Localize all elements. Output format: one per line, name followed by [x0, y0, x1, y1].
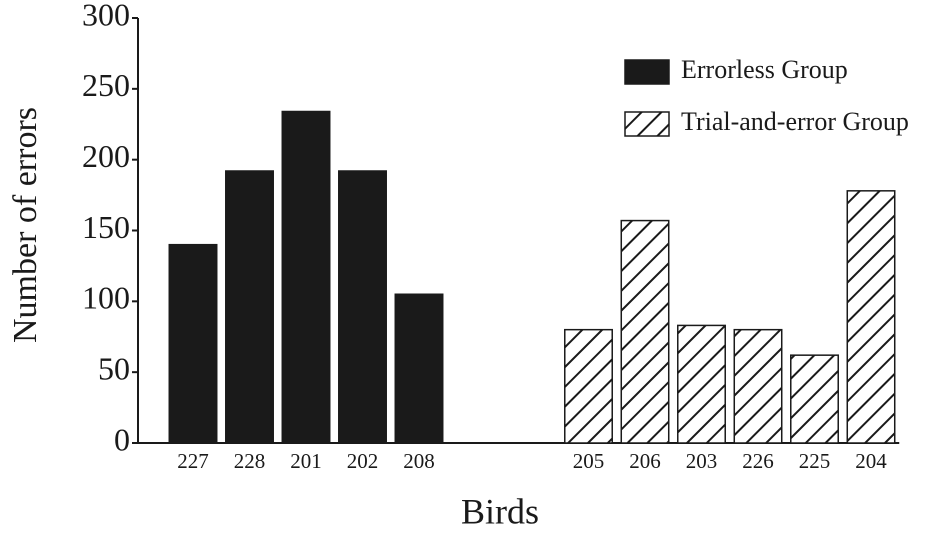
bar	[790, 354, 839, 444]
legend-swatch	[624, 59, 670, 85]
x-tick-label: 202	[347, 449, 379, 473]
x-tick-label: 206	[629, 449, 661, 473]
x-tick-label: 203	[686, 449, 718, 473]
bar	[564, 328, 613, 444]
y-axis-label: Number of errors	[7, 107, 44, 343]
x-tick-label: 228	[234, 449, 266, 473]
y-tick-label: 100	[82, 280, 130, 316]
y-tick-label: 300	[82, 0, 130, 32]
bar	[846, 190, 896, 444]
x-tick-label: 227	[177, 449, 209, 473]
x-tick-label: 208	[403, 449, 435, 473]
y-tick-label: 200	[82, 138, 130, 174]
bar	[225, 170, 274, 444]
y-tick-label: 50	[98, 351, 130, 387]
legend-swatch	[624, 111, 670, 137]
bar	[394, 293, 444, 444]
y-tick-label: 0	[114, 421, 130, 457]
x-axis-label: Birds	[461, 491, 539, 531]
bar	[338, 170, 387, 444]
bar	[677, 324, 726, 444]
legend-label: Trial-and-error Group	[681, 107, 909, 136]
bar	[281, 110, 331, 444]
bar	[620, 219, 670, 444]
x-tick-label: 225	[799, 449, 831, 473]
x-tick-label: 204	[855, 449, 887, 473]
x-tick-label: 205	[573, 449, 605, 473]
x-tick-label: 201	[290, 449, 322, 473]
y-tick-label: 150	[82, 209, 130, 245]
bar	[733, 328, 783, 444]
x-tick-label: 226	[742, 449, 774, 473]
y-tick-label: 250	[82, 67, 130, 103]
bar	[168, 243, 218, 444]
legend-label: Errorless Group	[681, 55, 848, 84]
